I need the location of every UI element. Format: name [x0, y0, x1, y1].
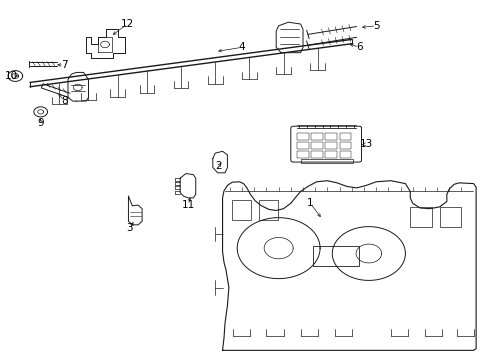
Bar — [311, 151, 323, 158]
Bar — [409, 207, 431, 226]
Bar — [297, 133, 308, 140]
Bar — [297, 142, 308, 149]
Text: 6: 6 — [355, 42, 362, 52]
Bar — [259, 201, 277, 220]
Text: 4: 4 — [238, 42, 245, 52]
Bar — [300, 159, 352, 163]
Text: 3: 3 — [126, 224, 133, 233]
Text: 2: 2 — [215, 161, 222, 171]
Text: 11: 11 — [182, 200, 195, 210]
Text: 5: 5 — [372, 21, 379, 31]
Text: 7: 7 — [61, 60, 67, 70]
Bar — [297, 151, 308, 158]
Text: 8: 8 — [61, 96, 67, 106]
Text: 12: 12 — [121, 19, 134, 29]
Text: 9: 9 — [37, 118, 44, 128]
Bar — [439, 207, 461, 226]
Bar — [325, 133, 336, 140]
Text: 1: 1 — [306, 198, 313, 208]
Bar — [325, 151, 336, 158]
Bar — [339, 133, 350, 140]
Bar — [232, 201, 250, 220]
Text: 13: 13 — [359, 139, 372, 149]
Text: 10: 10 — [5, 71, 18, 81]
Bar — [311, 142, 323, 149]
Bar — [325, 142, 336, 149]
Bar — [339, 151, 350, 158]
Bar — [311, 133, 323, 140]
Bar — [312, 246, 358, 266]
Bar — [339, 142, 350, 149]
